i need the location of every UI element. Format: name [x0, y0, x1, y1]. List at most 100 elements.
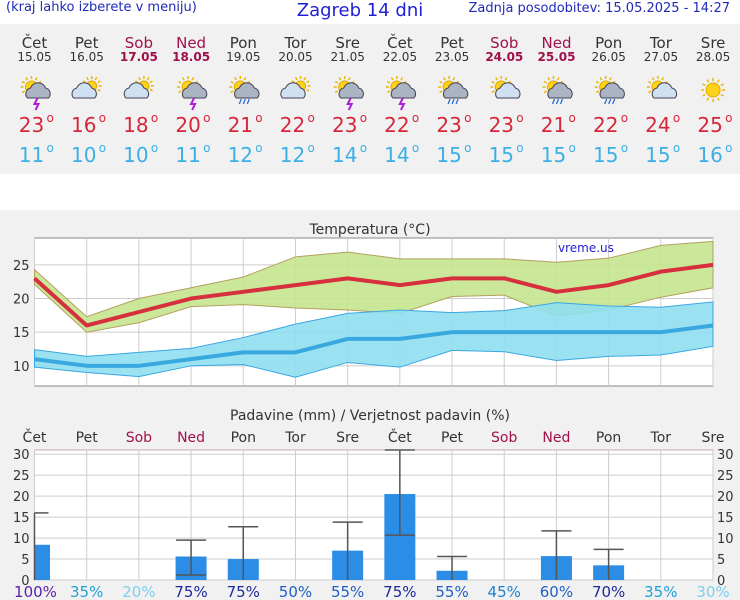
- precipitation-xtick: Čet: [23, 428, 47, 446]
- sun-ray: [647, 90, 652, 94]
- sun-ray: [134, 80, 139, 84]
- sun-ray: [504, 77, 508, 81]
- sun-ray: [491, 80, 495, 84]
- sun-ray: [661, 77, 665, 81]
- min-temp-degree: o: [99, 141, 106, 155]
- precipitation-probability: 55%: [435, 583, 468, 600]
- sun-ray: [491, 90, 495, 94]
- max-temp: 21: [228, 113, 253, 137]
- cloud-shape: [599, 82, 625, 99]
- precipitation-probability: 60%: [540, 583, 573, 600]
- rain-drop: [604, 98, 608, 105]
- min-temp: 14: [384, 143, 409, 167]
- sun-ray: [400, 77, 404, 81]
- day-date: 23.05: [435, 50, 469, 64]
- day-name: Čet: [22, 33, 48, 52]
- day-date: 16.05: [70, 50, 104, 64]
- day-name: Čet: [387, 33, 413, 52]
- min-temp-line: [34, 323, 714, 368]
- precipitation-bar: [34, 544, 50, 580]
- max-temp-degree: o: [412, 111, 419, 125]
- precipitation-probability: 75%: [174, 583, 207, 600]
- max-temp: 22: [280, 113, 305, 137]
- max-temp: 16: [71, 113, 96, 137]
- precipitation-ytick-right: 15: [717, 511, 734, 526]
- min-temp: 12: [280, 143, 305, 167]
- sun-ray: [97, 88, 101, 92]
- day-name: Pon: [230, 34, 257, 52]
- sun-cloud-rain-icon: [438, 76, 469, 105]
- sun-ray: [720, 83, 724, 87]
- day-date: 26.05: [592, 50, 626, 64]
- day-date: 22.05: [383, 50, 417, 64]
- cloud-shape: [123, 82, 150, 99]
- sun-ray: [230, 90, 234, 94]
- min-temp-degree: o: [203, 141, 210, 155]
- precipitation-probability: 75%: [227, 583, 260, 600]
- rain-drop: [242, 98, 246, 105]
- sun-ray: [138, 76, 142, 81]
- max-temp: 25: [697, 113, 722, 137]
- day-name: Sob: [125, 34, 153, 52]
- sun-cloud-icon: [490, 76, 521, 99]
- min-temp: 10: [71, 143, 96, 167]
- precipitation-ytick-left: 5: [21, 553, 29, 568]
- precipitation-probability: 35%: [70, 583, 103, 600]
- cloud-shape: [651, 82, 678, 99]
- precipitation-xtick: Ned: [542, 430, 570, 446]
- sun-ray: [86, 76, 89, 81]
- sun-cloud-storm-icon: [333, 76, 364, 111]
- sun-ray: [94, 76, 98, 81]
- min-temp: 15: [541, 143, 566, 167]
- day-name: Pet: [75, 34, 99, 52]
- sun-ray: [556, 77, 560, 81]
- max-temp-degree: o: [360, 111, 367, 125]
- min-temp: 14: [332, 143, 357, 167]
- location-hint: (kraj lahko izberete v meniju): [6, 0, 197, 15]
- precipitation-probability: 45%: [488, 583, 521, 600]
- charts-canvas: Temperatura (°C) 10 15 20 25 vreme.us Padavine…: [13, 222, 734, 600]
- lightning-bolt: [398, 97, 406, 111]
- day-date: 27.05: [644, 50, 678, 64]
- cloud-shape: [442, 82, 469, 99]
- precipitation-ytick-left: 10: [13, 532, 30, 547]
- day-date: 19.05: [226, 50, 260, 64]
- sun-icon: [701, 78, 726, 102]
- sun-disc: [705, 82, 721, 98]
- sun-cloud-rain-icon: [229, 76, 260, 105]
- sun-ray: [442, 77, 446, 81]
- day-date: 20.05: [278, 50, 312, 64]
- day-name: Sre: [335, 34, 360, 52]
- min-temp-degree: o: [621, 141, 628, 155]
- sun-ray: [181, 77, 185, 81]
- sun-ray: [334, 80, 339, 84]
- sun-ray: [303, 76, 307, 81]
- min-temp: 15: [593, 143, 618, 167]
- rain-drop: [559, 98, 564, 105]
- temperature-ytick: 20: [13, 293, 30, 308]
- sun-ray: [706, 97, 710, 101]
- daily-forecast-panel: Čet 15.05 23 o 11 o Pet 16.05 16 o 10 o Sob 17.05 18 o 1…: [0, 24, 740, 174]
- sun-ray: [338, 77, 342, 81]
- sun-ray: [21, 80, 25, 84]
- precipitation-xtick: Pet: [441, 430, 464, 446]
- max-temp-degree: o: [47, 111, 54, 125]
- day-date: 15.05: [17, 50, 51, 64]
- day-date: 18.05: [172, 50, 210, 64]
- sun-cloud-storm-icon: [20, 76, 51, 111]
- max-temp-line: [33, 262, 714, 328]
- max-temp: 23: [332, 113, 357, 137]
- sun-ray: [706, 79, 710, 83]
- max-temp-degree: o: [255, 111, 262, 125]
- sun-cloud-icon: [646, 76, 678, 99]
- sun-ray: [716, 97, 720, 101]
- min-temp: 11: [175, 143, 200, 167]
- charts-panel: Temperatura (°C) 10 15 20 25 vreme.us Padavine…: [0, 210, 740, 600]
- precipitation-probability: 20%: [122, 583, 155, 600]
- rain-drop: [551, 98, 556, 105]
- max-temp-degree: o: [725, 111, 732, 125]
